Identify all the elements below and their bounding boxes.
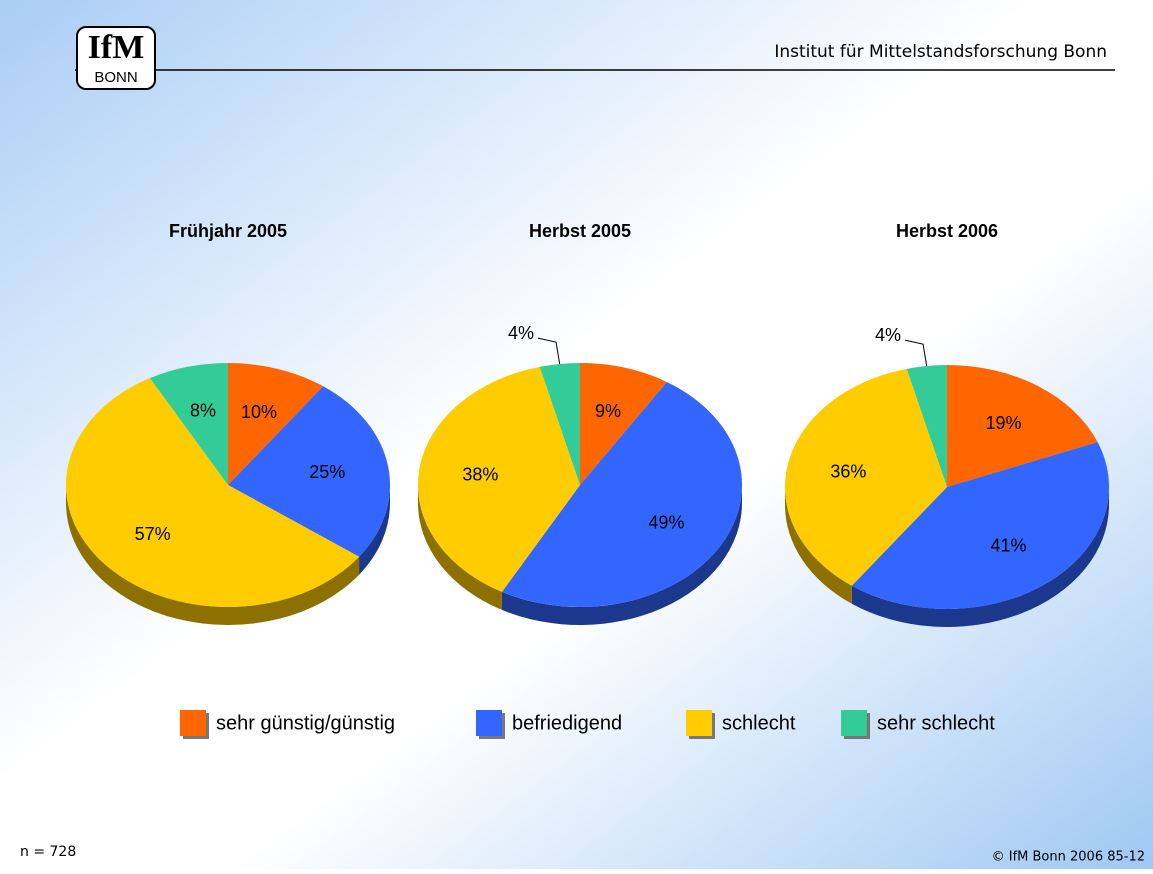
pie-slice (501, 381, 742, 607)
sample-size: n = 728 (20, 844, 76, 860)
data-label: 4% (508, 323, 534, 343)
pie-slice (906, 365, 947, 487)
logo-box (76, 26, 156, 90)
pie-side (785, 487, 852, 604)
pie-side (359, 485, 391, 575)
pie-side (851, 487, 1109, 627)
pie-slice (149, 362, 228, 485)
institute: Institut für Mittelstandsforschung Bonn (774, 42, 1107, 62)
data-label: 4% (875, 325, 901, 345)
data-label: 41% (991, 536, 1027, 556)
legend-label: sehr günstig/günstig (216, 712, 395, 734)
legend-swatch (841, 710, 867, 736)
logo-sub: BONN (94, 69, 137, 86)
logo: IfM (88, 29, 145, 66)
leader-line (537, 337, 561, 365)
pie-slice (417, 366, 580, 592)
data-label: 36% (830, 462, 866, 482)
pie-slice (785, 368, 947, 586)
pie-side (418, 485, 502, 610)
pie-slice (65, 378, 360, 607)
pie-slice (228, 363, 324, 485)
data-label: 9% (595, 401, 621, 421)
data-label: 19% (985, 413, 1021, 433)
chart-title: Herbst 2006 (896, 221, 998, 241)
pie-side (66, 485, 360, 625)
legend-swatch (180, 710, 206, 736)
pie-slice (228, 386, 390, 557)
copyright: © IfM Bonn 2006 85-12 (992, 850, 1145, 865)
charts: Frühjahr 2005 10% 25% 57% 8% Herbst 2005 9% 49%… (65, 221, 1109, 739)
chart-title: Herbst 2005 (529, 221, 631, 241)
leader-line (904, 339, 928, 367)
pie-side (501, 485, 742, 625)
data-label: 10% (241, 402, 277, 422)
data-label: 38% (462, 464, 498, 484)
data-label: 49% (648, 512, 684, 532)
pie-slice (580, 363, 667, 485)
legend-label: sehr schlecht (877, 712, 995, 734)
data-label: 8% (190, 400, 216, 420)
legend-swatch (686, 710, 712, 736)
chart-title: Frühjahr 2005 (169, 221, 287, 241)
legend-label: befriedigend (512, 712, 622, 734)
legend-swatch (476, 710, 502, 736)
legend-label: schlecht (722, 712, 796, 734)
pie-slice (947, 365, 1098, 487)
data-label: 57% (135, 524, 171, 544)
data-label: 25% (309, 462, 345, 482)
pie-slice (851, 442, 1109, 609)
pie-slice (539, 363, 580, 485)
